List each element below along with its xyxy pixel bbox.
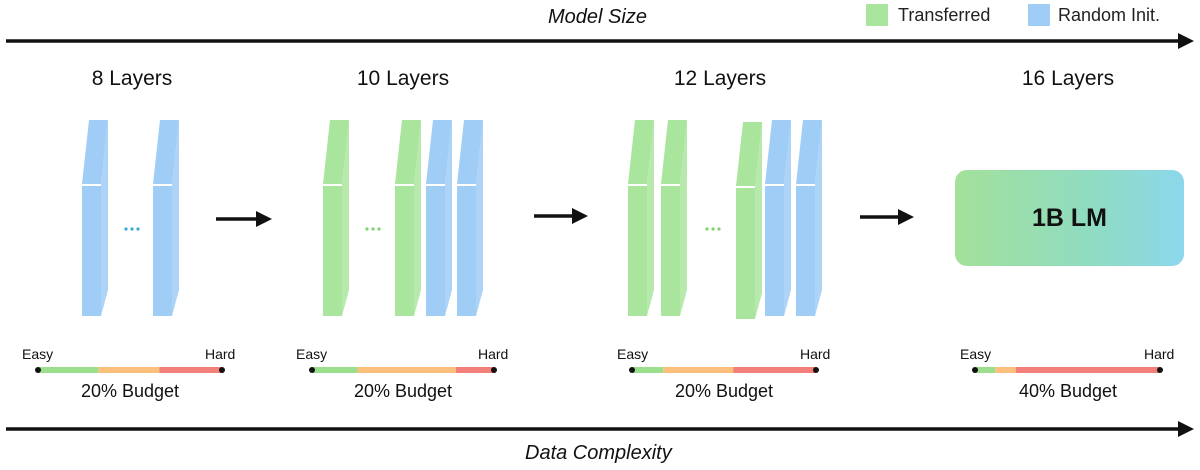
stage-3-layer-1 <box>628 120 654 316</box>
stage-1-bar-segment-3 <box>159 367 222 373</box>
layer-slabs <box>82 120 822 319</box>
stage-2-bar-segment-1 <box>312 367 358 373</box>
stage-4-bar-endpoint-easy <box>972 367 978 373</box>
stage-1-bar-segment-2 <box>98 367 160 373</box>
legend-transferred-label: Transferred <box>898 5 991 25</box>
stage-3-bar-segment-2 <box>663 367 734 373</box>
stage-4-bar-endpoint-hard <box>1157 367 1163 373</box>
stage-1-hard-label: Hard <box>205 346 236 362</box>
stage-2-layer-1 <box>323 120 349 316</box>
stage-title-10-layers: 10 Layers <box>356 67 450 90</box>
stage-4-bar-segment-1 <box>975 367 996 373</box>
legend-random-init-label: Random Init. <box>1058 5 1161 25</box>
stage-1-bar-endpoint-easy <box>35 367 41 373</box>
difficulty-bars <box>35 367 1163 373</box>
stage-4-difficulty-bar <box>972 367 1163 373</box>
stage-arrow-3 <box>860 209 914 225</box>
stage-3-layer-5 <box>796 120 822 316</box>
stage-4-bar-segment-2 <box>995 367 1016 373</box>
stage-2-difficulty-bar <box>309 367 497 373</box>
stage-3-bar-segment-1 <box>632 367 664 373</box>
stage-3-ellipsis <box>705 227 721 231</box>
stage-arrow-2 <box>534 208 588 224</box>
stage-2-hard-label: Hard <box>478 346 509 362</box>
stage-2-layer-2 <box>395 120 421 316</box>
model-size-axis-title: Model Size <box>548 6 647 28</box>
data-complexity-axis-title: Data Complexity <box>525 442 672 464</box>
stage-2-layer-3 <box>426 120 452 316</box>
stage-3-layer-2 <box>661 120 687 316</box>
stage-title-16-layers: 16 Layers <box>1021 67 1115 90</box>
stage-4-easy-label: Easy <box>960 346 992 362</box>
stage-2-bar-segment-3 <box>455 367 494 373</box>
stage-3-layer-3 <box>736 122 762 319</box>
stage-1-layer-2 <box>153 120 179 316</box>
stage-3-bar-endpoint-easy <box>629 367 635 373</box>
stage-title-12-layers: 12 Layers <box>673 67 767 90</box>
stage-arrow-1 <box>216 211 272 227</box>
stage-1-difficulty-bar <box>35 367 225 373</box>
stage-3-layer-4 <box>765 120 791 316</box>
stage-1-layer-1 <box>82 120 108 316</box>
stage-2-ellipsis <box>365 227 381 231</box>
stage-title-8-layers: 8 Layers <box>91 67 173 90</box>
stage-2-budget-label: 20% Budget <box>353 381 453 401</box>
final-1b-lm-label: 1B LM <box>1032 203 1107 232</box>
model-size-axis-arrow <box>6 33 1194 49</box>
data-complexity-axis-arrow <box>6 421 1194 437</box>
stage-3-budget-label: 20% Budget <box>674 381 774 401</box>
stage-3-hard-label: Hard <box>800 346 831 362</box>
stage-1-easy-label: Easy <box>22 346 54 362</box>
stage-2-bar-endpoint-easy <box>309 367 315 373</box>
legend-transferred-swatch <box>866 4 888 26</box>
stage-3-bar-endpoint-hard <box>813 367 819 373</box>
stage-4-hard-label: Hard <box>1144 346 1175 362</box>
stage-1-ellipsis <box>124 227 140 231</box>
stage-3-difficulty-bar <box>629 367 819 373</box>
stage-1-bar-endpoint-hard <box>219 367 225 373</box>
stage-2-bar-segment-2 <box>357 367 456 373</box>
stage-1-budget-label: 20% Budget <box>80 381 180 401</box>
stage-1-bar-segment-1 <box>38 367 99 373</box>
stage-4-budget-label: 40% Budget <box>1018 381 1118 401</box>
stage-2-easy-label: Easy <box>296 346 328 362</box>
stage-3-bar-segment-3 <box>733 367 816 373</box>
stage-2-bar-endpoint-hard <box>491 367 497 373</box>
final-1b-lm-box: 1B LM <box>955 170 1184 266</box>
legend-random-init-swatch <box>1028 4 1050 26</box>
stage-4-bar-segment-3 <box>1015 367 1160 373</box>
stage-2-layer-4 <box>457 120 483 316</box>
stage-3-easy-label: Easy <box>617 346 649 362</box>
